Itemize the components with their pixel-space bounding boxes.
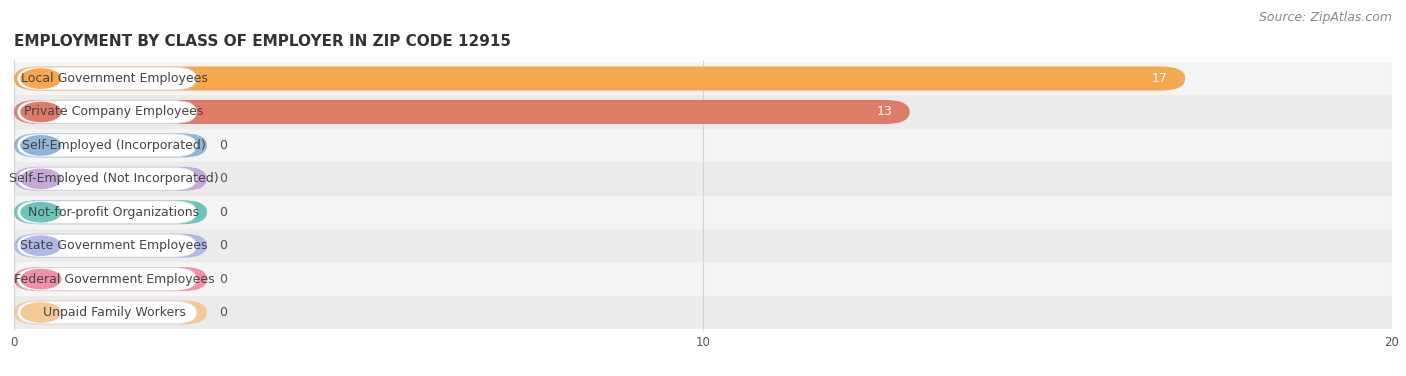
FancyBboxPatch shape [17, 67, 197, 90]
FancyBboxPatch shape [17, 268, 197, 290]
FancyBboxPatch shape [14, 133, 207, 158]
Text: 0: 0 [219, 139, 228, 152]
Text: Self-Employed (Incorporated): Self-Employed (Incorporated) [22, 139, 205, 152]
Circle shape [21, 203, 60, 222]
Circle shape [21, 236, 60, 255]
Circle shape [21, 270, 60, 289]
Text: 0: 0 [219, 273, 228, 286]
Bar [14, 229, 1392, 262]
Circle shape [21, 136, 60, 155]
FancyBboxPatch shape [14, 167, 207, 191]
Circle shape [21, 303, 60, 322]
Bar [14, 129, 1392, 162]
Bar [14, 296, 1392, 329]
Text: Self-Employed (Not Incorporated): Self-Employed (Not Incorporated) [10, 172, 219, 185]
Text: Private Company Employees: Private Company Employees [24, 105, 204, 118]
Bar [14, 62, 1392, 95]
Text: Federal Government Employees: Federal Government Employees [14, 273, 214, 286]
Text: Unpaid Family Workers: Unpaid Family Workers [42, 306, 186, 319]
Circle shape [21, 169, 60, 188]
FancyBboxPatch shape [17, 167, 197, 190]
Bar [14, 262, 1392, 296]
FancyBboxPatch shape [14, 67, 1185, 91]
Text: 13: 13 [877, 105, 893, 118]
Text: 0: 0 [219, 172, 228, 185]
Text: State Government Employees: State Government Employees [20, 239, 208, 252]
FancyBboxPatch shape [14, 267, 207, 291]
Text: 0: 0 [219, 206, 228, 219]
Text: 17: 17 [1152, 72, 1168, 85]
FancyBboxPatch shape [14, 200, 207, 224]
FancyBboxPatch shape [17, 301, 197, 324]
Bar [14, 162, 1392, 196]
Bar [14, 95, 1392, 129]
Bar [14, 196, 1392, 229]
FancyBboxPatch shape [14, 300, 207, 324]
FancyBboxPatch shape [17, 201, 197, 224]
Text: Not-for-profit Organizations: Not-for-profit Organizations [28, 206, 200, 219]
Circle shape [21, 69, 60, 88]
FancyBboxPatch shape [14, 233, 207, 258]
Circle shape [21, 102, 60, 121]
Text: 0: 0 [219, 306, 228, 319]
Text: Local Government Employees: Local Government Employees [21, 72, 208, 85]
FancyBboxPatch shape [17, 101, 197, 123]
Text: EMPLOYMENT BY CLASS OF EMPLOYER IN ZIP CODE 12915: EMPLOYMENT BY CLASS OF EMPLOYER IN ZIP C… [14, 34, 510, 49]
FancyBboxPatch shape [17, 234, 197, 257]
Text: Source: ZipAtlas.com: Source: ZipAtlas.com [1258, 11, 1392, 24]
FancyBboxPatch shape [17, 134, 197, 157]
Text: 0: 0 [219, 239, 228, 252]
FancyBboxPatch shape [14, 100, 910, 124]
